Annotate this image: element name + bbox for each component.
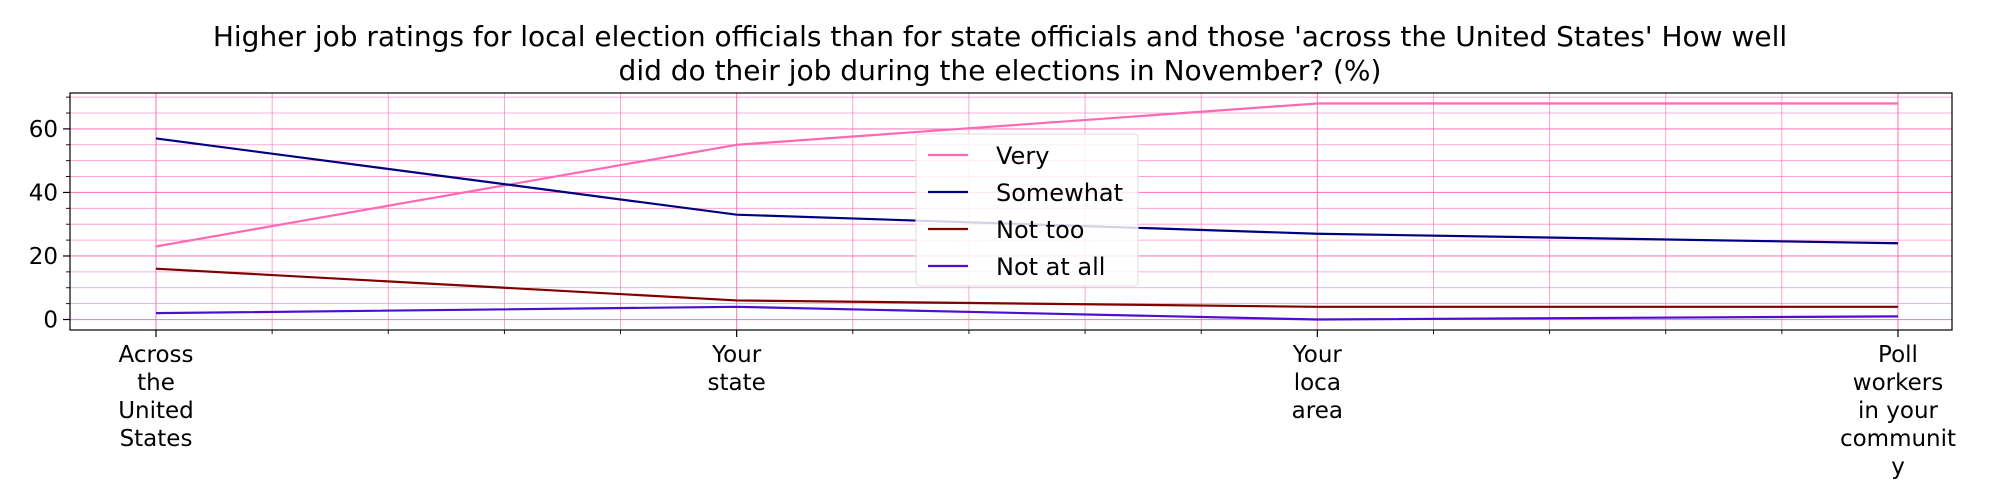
y-tick-label: 40 (29, 180, 58, 206)
series-line-not-at-all (155, 305, 1899, 321)
y-tick-label: 0 (43, 308, 58, 334)
x-tick-label-line: the (137, 370, 175, 396)
series-line-very (155, 102, 1898, 248)
x-tick-label-line: in your (1858, 398, 1939, 424)
x-tick-label-line: States (120, 426, 193, 452)
legend: Very Somewhat Not too Not at all (915, 133, 1139, 287)
y-tick-label: 20 (29, 244, 58, 270)
chart-title: Higher job ratings for local election of… (212, 20, 1788, 87)
plot-area (69, 92, 1953, 331)
x-tick-label: Your loca area (1292, 342, 1343, 424)
x-tick-label-line: area (1292, 398, 1343, 424)
x-tick-label-line: loca (1294, 370, 1341, 396)
x-tick-label: Across the United States (118, 342, 194, 452)
x-tick-label-line: Your (1292, 342, 1343, 368)
legend-label: Somewhat (996, 179, 1123, 207)
y-tick-label: 60 (29, 117, 58, 143)
x-tick-label-line: y (1891, 454, 1905, 480)
legend-label: Not too (996, 216, 1084, 244)
legend-label: Not at all (996, 253, 1105, 281)
x-tick-label-line: Poll (1878, 342, 1918, 368)
x-tick-label-line: Across (119, 342, 194, 368)
x-tick-label: Your state (708, 342, 766, 396)
legend-label: Very (996, 142, 1049, 170)
x-tick-label-line: Your (711, 342, 762, 368)
x-tick-label-line: state (708, 370, 766, 396)
x-tick-label-line: United (118, 398, 194, 424)
x-tick-label-line: workers (1853, 370, 1943, 396)
legend-box (915, 133, 1139, 287)
series-line-not-too (155, 267, 1898, 308)
x-tick-label-line: communit (1840, 426, 1956, 452)
x-tick-label: Poll workers in your communit y (1840, 342, 1956, 480)
